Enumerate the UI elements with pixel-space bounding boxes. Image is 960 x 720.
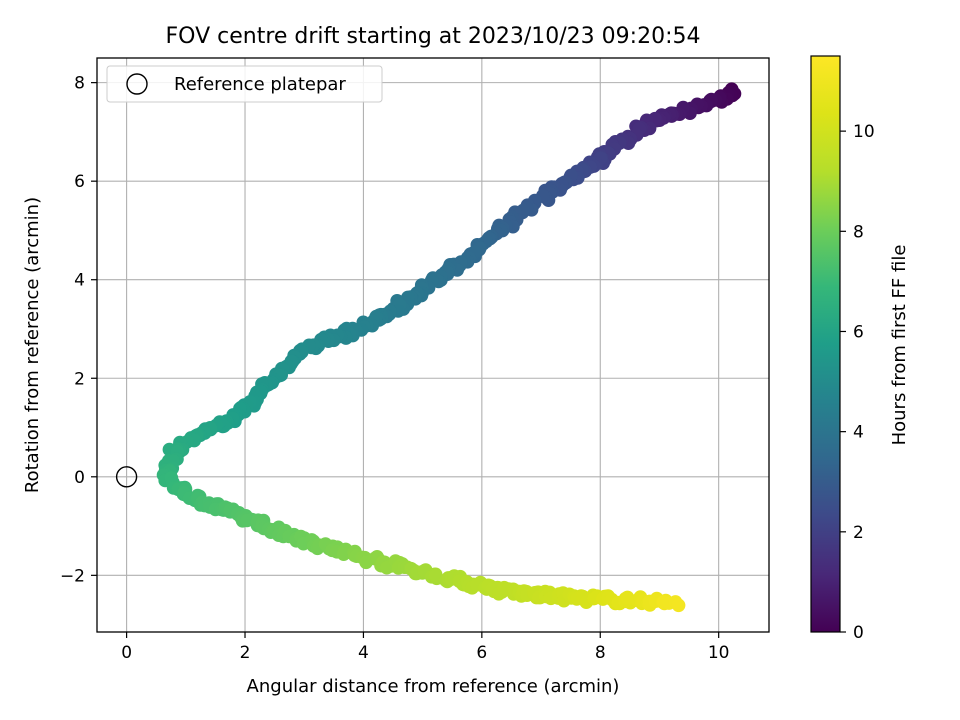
- x-tick-label: 4: [358, 643, 369, 663]
- plot-frame: [96, 57, 770, 633]
- x-axis-label: Angular distance from reference (arcmin): [247, 676, 620, 697]
- y-tick-label: −2: [60, 566, 85, 586]
- colorbar-tick-label: 6: [853, 322, 864, 342]
- x-tick-label: 10: [708, 643, 730, 663]
- legend: Reference platepar: [106, 65, 383, 103]
- colorbar-tick-label: 4: [853, 423, 864, 443]
- legend-marker: [126, 73, 148, 95]
- y-axis-label: Rotation from reference (arcmin): [22, 197, 43, 493]
- colorbar-tick-label: 2: [853, 523, 864, 543]
- x-tick-label: 0: [121, 643, 132, 663]
- scatter-point: [336, 547, 351, 561]
- colorbar-tick-label: 10: [853, 122, 875, 142]
- y-tick-label: 0: [74, 468, 85, 488]
- reference-platepar-marker: [115, 466, 138, 488]
- y-tick-label: 6: [74, 172, 85, 192]
- y-tick-label: 2: [74, 369, 85, 389]
- legend-box: [106, 65, 383, 103]
- x-tick-label: 2: [240, 643, 251, 663]
- scatter-point: [671, 598, 686, 613]
- y-axis-ticks: −2 0 2 4 6 8: [60, 74, 97, 586]
- colorbar-label: Hours from first FF file: [889, 245, 910, 446]
- y-tick-label: 8: [74, 74, 85, 94]
- colorbar: [810, 55, 841, 633]
- x-tick-label: 6: [476, 643, 487, 663]
- colorbar-tick-label: 8: [853, 222, 864, 242]
- chart-title: FOV centre drift starting at 2023/10/23 …: [166, 24, 701, 49]
- data-points: [156, 82, 742, 613]
- reference-layer: [115, 466, 138, 488]
- legend-label: Reference platepar: [174, 74, 346, 95]
- scatter-point: [429, 568, 443, 583]
- scatter-point: [240, 513, 254, 528]
- x-tick-label: 8: [595, 643, 606, 663]
- x-axis-ticks: 0 2 4 6 8 10: [121, 632, 729, 663]
- colorbar-tick-label: 0: [853, 623, 864, 643]
- colorbar-ticks: 0 2 4 6 8 10: [840, 122, 875, 643]
- y-tick-label: 4: [74, 271, 85, 291]
